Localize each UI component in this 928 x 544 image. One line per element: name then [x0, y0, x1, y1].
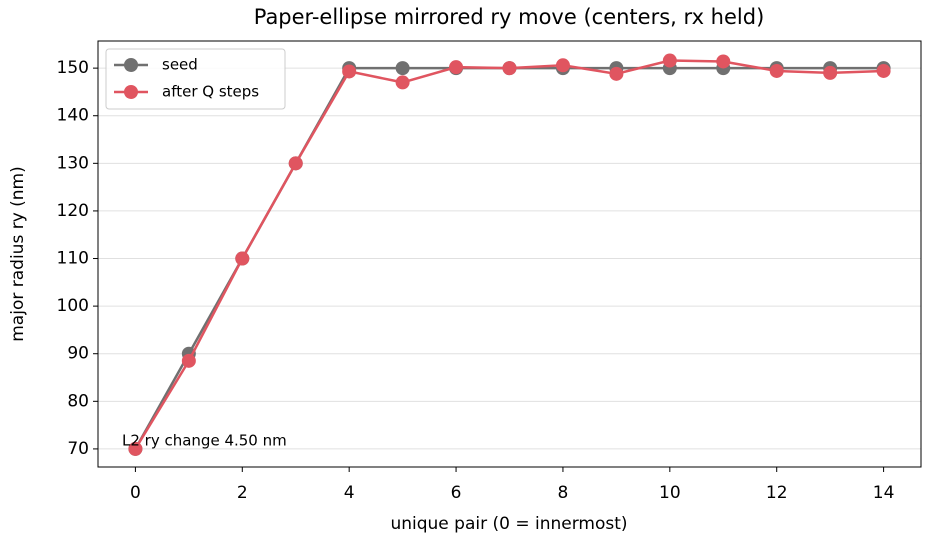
- x-tick-label: 0: [130, 483, 141, 503]
- point: [235, 251, 250, 266]
- x-tick-label: 14: [873, 483, 895, 503]
- point: [662, 53, 677, 68]
- point: [609, 66, 624, 81]
- legend-label: after Q steps: [162, 83, 259, 101]
- y-tick-label: 80: [67, 391, 89, 411]
- point: [502, 61, 517, 76]
- y-tick-label: 70: [67, 439, 89, 459]
- point: [555, 58, 570, 73]
- point: [876, 63, 891, 78]
- legend-label: seed: [162, 56, 198, 74]
- y-tick-label: 90: [67, 344, 89, 364]
- x-tick-label: 10: [659, 483, 681, 503]
- chart-title: Paper-ellipse mirrored ry move (centers,…: [254, 5, 765, 29]
- legend-box: [105, 48, 286, 110]
- y-tick-label: 130: [57, 153, 89, 173]
- x-tick-label: 12: [766, 483, 788, 503]
- point: [181, 353, 196, 368]
- point: [449, 60, 464, 75]
- point: [128, 441, 143, 456]
- point: [769, 63, 784, 78]
- plot-frame: [97, 40, 922, 468]
- point: [288, 156, 303, 171]
- point: [716, 54, 731, 69]
- x-axis-label: unique pair (0 = innermost): [390, 514, 627, 534]
- x-tick-label: 2: [237, 483, 248, 503]
- y-tick-label: 110: [57, 249, 89, 269]
- point: [823, 65, 838, 80]
- point: [342, 64, 357, 79]
- x-tick-label: 8: [558, 483, 569, 503]
- legend-marker: [124, 58, 138, 72]
- x-tick-label: 6: [451, 483, 462, 503]
- annotation: L2 ry change 4.50 nm: [122, 432, 287, 450]
- y-tick-label: 150: [57, 58, 89, 78]
- point: [395, 75, 410, 90]
- point: [395, 61, 410, 76]
- y-tick-label: 120: [57, 201, 89, 221]
- y-tick-label: 140: [57, 106, 89, 126]
- legend-marker: [124, 85, 138, 99]
- y-axis-label: major radius ry (nm): [8, 166, 28, 342]
- y-tick-label: 100: [57, 296, 89, 316]
- x-tick-label: 4: [344, 483, 355, 503]
